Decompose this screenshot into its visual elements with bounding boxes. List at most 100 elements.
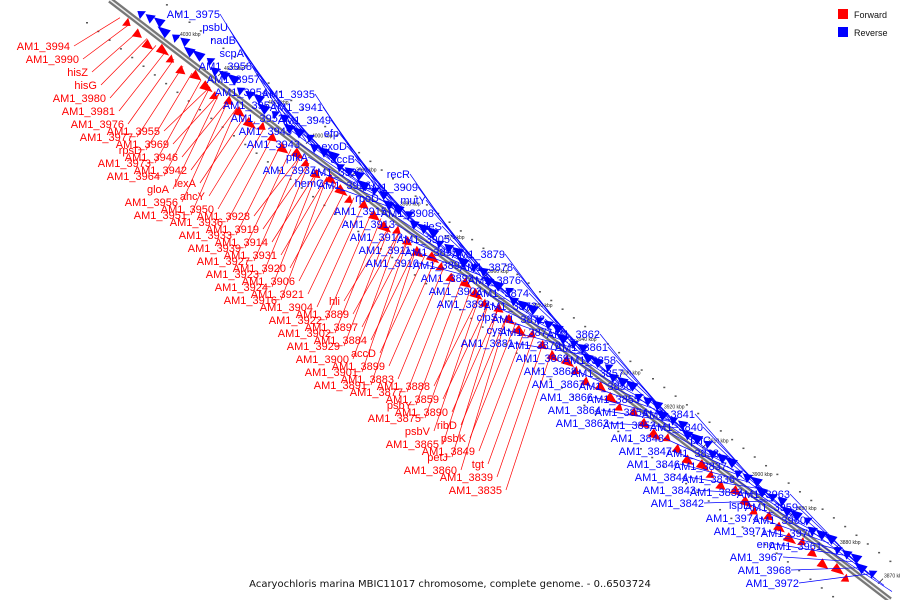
- forward-gene-arrow[interactable]: [662, 433, 671, 442]
- forward-gene-arrow[interactable]: [570, 365, 580, 375]
- gene-label[interactable]: ahcY: [180, 191, 206, 203]
- forward-gene-arrow[interactable]: [300, 158, 310, 167]
- gene-label[interactable]: AM1_3894: [413, 260, 466, 272]
- gene-label[interactable]: accD: [351, 348, 376, 360]
- gene-label[interactable]: AM1_3964: [107, 171, 160, 183]
- forward-gene-arrow[interactable]: [189, 69, 202, 81]
- forward-gene-arrow[interactable]: [604, 391, 618, 404]
- reverse-gene-arrow[interactable]: [868, 570, 878, 579]
- gene-label[interactable]: AM1_3921: [251, 289, 304, 301]
- forward-gene-arrow[interactable]: [344, 194, 353, 204]
- gene-label[interactable]: AM1_3877: [350, 387, 403, 399]
- forward-gene-arrow[interactable]: [782, 532, 797, 545]
- reverse-gene-arrow[interactable]: [405, 211, 415, 220]
- gene-label[interactable]: AM1_3910: [366, 258, 419, 270]
- gene-label[interactable]: AM1_3973: [98, 158, 151, 170]
- gene-label[interactable]: AM1_3961: [769, 541, 822, 553]
- gene-label[interactable]: eno: [757, 539, 775, 551]
- gene-label[interactable]: hisG: [74, 80, 97, 92]
- gene-label[interactable]: clpS: [477, 312, 498, 324]
- reverse-gene-arrow[interactable]: [352, 170, 365, 182]
- forward-gene-arrow[interactable]: [705, 469, 715, 478]
- gene-label[interactable]: AM1_3889: [296, 309, 349, 321]
- reverse-gene-arrow[interactable]: [180, 37, 191, 48]
- reverse-gene-arrow[interactable]: [206, 58, 216, 67]
- gene-label[interactable]: AM1_3865: [386, 439, 439, 451]
- gene-label[interactable]: AM1_3994: [17, 41, 70, 53]
- reverse-gene-arrow[interactable]: [824, 532, 838, 545]
- gene-label[interactable]: psbV: [405, 426, 431, 438]
- gene-label[interactable]: AM1_3871: [500, 327, 553, 339]
- gene-label[interactable]: AM1_3936: [170, 217, 223, 229]
- forward-gene-arrow[interactable]: [647, 428, 662, 441]
- reverse-gene-arrow[interactable]: [751, 476, 763, 488]
- gene-label[interactable]: AM1_3941: [270, 102, 323, 114]
- reverse-gene-arrow[interactable]: [226, 73, 241, 86]
- gene-label[interactable]: AM1_3849: [422, 446, 475, 458]
- gene-label[interactable]: AM1_3866: [540, 392, 593, 404]
- gene-label[interactable]: AM1_3899: [332, 361, 385, 373]
- gene-label[interactable]: AM1_3974: [706, 513, 759, 525]
- gene-label[interactable]: AM1_3914: [215, 237, 268, 249]
- gene-label[interactable]: AM1_3942: [134, 165, 187, 177]
- reverse-gene-arrow[interactable]: [716, 453, 729, 464]
- gene-label[interactable]: petJ: [427, 452, 448, 464]
- gene-label[interactable]: AM1_3836: [682, 474, 735, 486]
- reverse-gene-arrow[interactable]: [257, 103, 271, 115]
- gene-label[interactable]: AM1_3858: [563, 355, 616, 367]
- reverse-gene-arrow[interactable]: [777, 497, 788, 507]
- gene-label[interactable]: AM1_3843: [643, 485, 696, 497]
- gene-label[interactable]: AM1_3951: [134, 210, 187, 222]
- gene-label[interactable]: AM1_3837: [674, 461, 727, 473]
- reverse-gene-arrow[interactable]: [604, 364, 614, 373]
- gene-label[interactable]: AM1_3953: [223, 100, 276, 112]
- forward-gene-arrow[interactable]: [334, 184, 348, 197]
- forward-gene-arrow[interactable]: [806, 547, 817, 558]
- gene-label[interactable]: AM1_3970: [761, 528, 814, 540]
- gene-label[interactable]: AM1_3905: [397, 234, 450, 246]
- forward-gene-arrow[interactable]: [209, 90, 218, 100]
- gene-label[interactable]: AM1_3958: [199, 61, 252, 73]
- gene-label[interactable]: recR: [387, 169, 410, 181]
- gene-label[interactable]: AM1_3903: [429, 286, 482, 298]
- reverse-gene-arrow[interactable]: [742, 473, 754, 484]
- gene-label[interactable]: AM1_3956: [125, 197, 178, 209]
- gene-label[interactable]: AM1_3876: [468, 275, 521, 287]
- gene-label[interactable]: AM1_3909: [365, 182, 418, 194]
- gene-label[interactable]: AM1_3888: [377, 381, 430, 393]
- gene-label[interactable]: AM1_3915: [334, 206, 387, 218]
- forward-gene-arrow[interactable]: [512, 324, 527, 337]
- forward-gene-arrow[interactable]: [715, 480, 726, 490]
- gene-label[interactable]: AM1_3911: [359, 245, 411, 257]
- gene-label[interactable]: AM1_3904: [260, 302, 313, 314]
- forward-gene-arrow[interactable]: [628, 407, 639, 417]
- reverse-gene-arrow[interactable]: [625, 379, 639, 392]
- gene-label[interactable]: AM1_3927: [197, 256, 250, 268]
- gene-label[interactable]: AM1_3963: [737, 489, 790, 501]
- gene-label[interactable]: AM1_3901: [305, 367, 358, 379]
- gene-label[interactable]: AM1_3902: [278, 328, 331, 340]
- forward-gene-arrow[interactable]: [233, 106, 245, 117]
- forward-gene-arrow[interactable]: [797, 536, 806, 546]
- forward-gene-arrow[interactable]: [459, 277, 472, 289]
- gene-label[interactable]: psbY: [387, 400, 413, 412]
- gene-label[interactable]: AM1_3854: [595, 407, 648, 419]
- forward-gene-arrow[interactable]: [580, 376, 591, 386]
- gene-label[interactable]: AM1_3967: [730, 552, 783, 564]
- reverse-gene-arrow[interactable]: [704, 440, 714, 450]
- gene-label[interactable]: AM1_3955: [107, 126, 160, 138]
- forward-gene-arrow[interactable]: [425, 251, 440, 264]
- gene-label[interactable]: AM1_3935: [262, 89, 315, 101]
- reverse-gene-arrow[interactable]: [210, 67, 221, 77]
- gene-label[interactable]: AM1_3906: [242, 276, 295, 288]
- gene-label[interactable]: AM1_3924: [215, 282, 268, 294]
- gene-label[interactable]: AM1_3916: [224, 295, 277, 307]
- forward-gene-arrow[interactable]: [749, 506, 758, 515]
- reverse-gene-arrow[interactable]: [157, 26, 171, 39]
- gene-label[interactable]: gloA: [147, 184, 170, 196]
- reverse-gene-arrow[interactable]: [643, 397, 654, 407]
- gene-label[interactable]: AM1_3969: [116, 139, 169, 151]
- reverse-gene-arrow[interactable]: [850, 553, 863, 564]
- gene-label[interactable]: lexA: [175, 178, 197, 190]
- forward-gene-arrow[interactable]: [445, 272, 456, 283]
